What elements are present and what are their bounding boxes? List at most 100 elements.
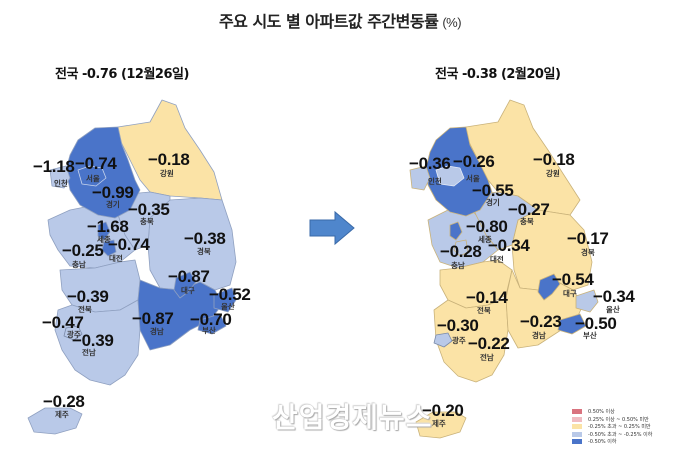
label-seoul: 서울: [86, 174, 100, 183]
label-gangwon: 강원: [546, 169, 560, 178]
value-sejong: −1.68: [87, 217, 129, 236]
label-daegu: 대구: [181, 286, 195, 295]
label-jeonbuk: 전북: [477, 306, 491, 315]
legend-swatch: [572, 416, 582, 422]
value-daejeon: −0.74: [108, 235, 150, 254]
region-daejeon: [453, 239, 469, 257]
value-chungbuk: −0.35: [128, 200, 170, 219]
legend-swatch: [572, 431, 582, 437]
value-chungnam: −0.25: [62, 241, 104, 260]
legend-swatch: [572, 439, 582, 445]
region-jeonbuk: [439, 259, 513, 309]
label-seoul: 서울: [466, 174, 480, 183]
region-jeonnam: [54, 299, 141, 386]
value-busan: −0.70: [190, 310, 232, 329]
region-seoul: [77, 165, 107, 187]
region-daegu: [173, 271, 197, 299]
label-gyeonggi: 경기: [106, 200, 120, 209]
region-jeju: [27, 407, 83, 435]
value-daejeon: −0.34: [488, 236, 530, 255]
value-busan: −0.50: [575, 314, 617, 333]
region-ulsan: [213, 287, 237, 313]
region-gwangju: [433, 332, 453, 348]
value-gwangju: −0.47: [42, 313, 84, 332]
label-daegu: 대구: [563, 289, 577, 298]
value-jeonbuk: −0.14: [466, 288, 508, 307]
value-jeju: −0.28: [43, 392, 85, 411]
value-chungbuk: −0.27: [508, 200, 550, 219]
value-sejong: −0.80: [466, 217, 508, 236]
region-incheon: [49, 165, 71, 189]
region-daegu: [537, 273, 561, 301]
title-unit: (%): [442, 15, 462, 30]
label-busan: 부산: [202, 326, 216, 335]
legend-label: 0.25% 이상 ~ 0.50% 미만: [588, 416, 649, 423]
value-seoul: −0.74: [75, 154, 117, 173]
legend-item: -0.50% 초과 ~ -0.25% 이하: [572, 431, 652, 439]
label-chungbuk: 충북: [140, 217, 154, 226]
legend-item: 0.25% 이상 ~ 0.50% 미만: [572, 416, 652, 424]
value-gyeonggi: −0.55: [472, 181, 514, 200]
region-incheon: [409, 165, 431, 191]
label-ulsan: 울산: [606, 305, 620, 314]
legend-item: 0.50% 이상: [572, 408, 652, 416]
value-seoul: −0.26: [453, 152, 495, 171]
label-busan: 부산: [583, 331, 597, 340]
legend-label: 0.50% 이상: [588, 409, 615, 416]
region-busan: [197, 313, 227, 335]
region-ulsan: [575, 289, 599, 313]
region-jeonnam: [433, 297, 509, 383]
label-chungnam: 충남: [451, 261, 465, 270]
legend-label: -0.25% 초과 ~ 0.25% 미만: [588, 424, 651, 431]
region-seoul: [435, 165, 465, 187]
legend-label: -0.50% 이하: [588, 439, 617, 446]
right-arrow-icon: [309, 210, 355, 246]
label-gyeongnam: 경남: [150, 327, 164, 336]
value-ulsan: −0.34: [593, 287, 635, 306]
label-chungbuk: 충북: [520, 217, 534, 226]
label-ulsan: 울산: [221, 302, 235, 311]
label-gyeonggi: 경기: [486, 198, 500, 207]
region-sejong: [97, 221, 111, 241]
label-daejeon: 대전: [109, 254, 123, 263]
value-gyeongbuk: −0.17: [567, 229, 609, 248]
value-gyeonggi: −0.99: [92, 183, 134, 202]
value-gyeongnam: −0.23: [520, 312, 562, 331]
value-jeju: −0.20: [422, 401, 464, 420]
region-busan: [557, 313, 587, 335]
legend-item: -0.25% 초과 ~ 0.25% 미만: [572, 423, 652, 431]
label-gyeongbuk: 경북: [197, 247, 211, 256]
label-incheon: 인천: [428, 177, 442, 186]
label-gyeongnam: 경남: [532, 331, 546, 340]
label-gwangju: 광주: [67, 330, 81, 339]
map-subtitle: 전국 -0.38 (2월20일): [435, 67, 561, 82]
region-gwangju: [63, 325, 83, 341]
label-jeonnam: 전남: [82, 348, 96, 357]
value-daegu: −0.87: [168, 267, 210, 286]
region-daejeon: [101, 239, 117, 257]
legend-swatch: [572, 424, 582, 430]
value-ulsan: −0.52: [209, 285, 251, 304]
map-subtitle: 전국 -0.76 (12월26일): [55, 67, 189, 82]
region-sejong: [449, 221, 463, 241]
value-gyeongbuk: −0.38: [184, 229, 226, 248]
label-gyeongbuk: 경북: [581, 248, 595, 257]
label-incheon: 인천: [54, 179, 68, 188]
value-jeonbuk: −0.39: [67, 287, 109, 306]
legend-swatch: [572, 409, 582, 415]
value-incheon: −0.36: [409, 154, 451, 173]
value-gangwon: −0.18: [148, 150, 190, 169]
label-sejong: 세종: [97, 235, 111, 244]
label-gangwon: 강원: [160, 169, 174, 178]
label-jeonnam: 전남: [480, 353, 494, 362]
value-daegu: −0.54: [552, 270, 594, 289]
label-sejong: 세종: [478, 235, 492, 244]
value-incheon: −1.18: [33, 157, 75, 176]
title-text: 주요 시도 별 아파트값 주간변동률: [218, 12, 439, 31]
value-chungnam: −0.28: [440, 242, 482, 261]
legend-item: -0.50% 이하: [572, 438, 652, 446]
region-jeju: [415, 411, 467, 439]
label-jeju: 제주: [432, 419, 446, 428]
